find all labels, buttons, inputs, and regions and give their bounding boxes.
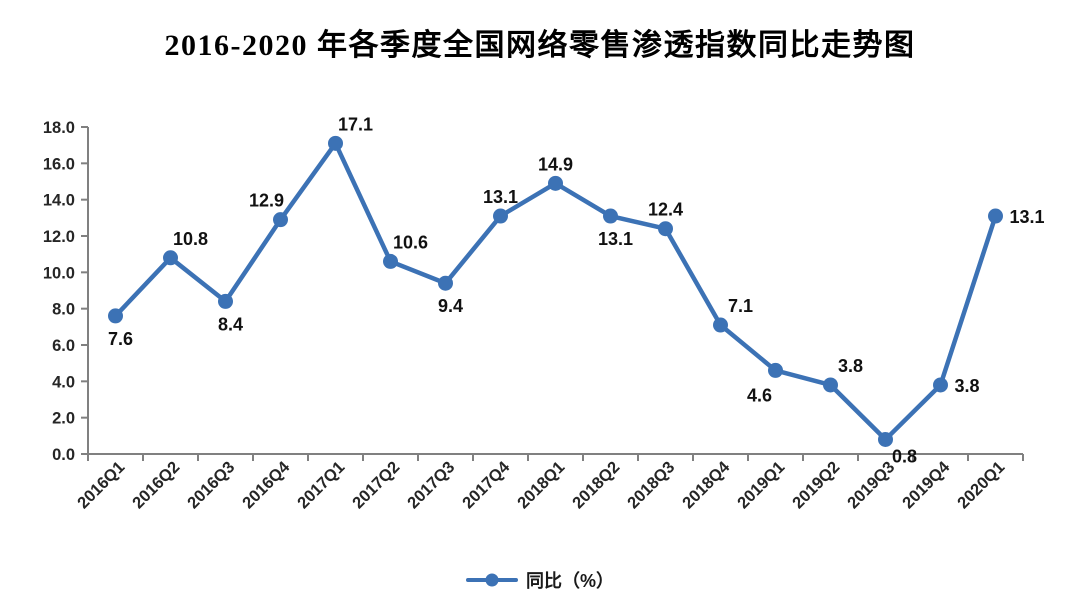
data-label: 17.1 — [338, 114, 373, 134]
data-point — [163, 250, 178, 266]
x-tick-label: 2019Q2 — [789, 458, 843, 512]
x-tick-label: 2018Q2 — [569, 458, 623, 512]
data-label: 13.1 — [483, 187, 518, 207]
x-tick-label: 2016Q3 — [184, 458, 238, 512]
x-tick-label: 2019Q1 — [734, 458, 788, 512]
x-tick-label: 2017Q3 — [404, 458, 458, 512]
legend: 同比（%） — [0, 567, 1080, 593]
y-tick-label: 12.0 — [43, 228, 75, 246]
data-label: 14.9 — [538, 154, 573, 174]
y-tick-label: 14.0 — [43, 192, 75, 210]
data-point — [548, 175, 563, 191]
data-point — [493, 208, 508, 224]
x-tick-label: 2018Q3 — [624, 458, 678, 512]
data-point — [218, 293, 233, 309]
y-tick-label: 4.0 — [52, 373, 75, 391]
data-label: 3.8 — [955, 376, 980, 396]
y-tick-label: 18.0 — [43, 119, 75, 137]
data-label: 7.1 — [728, 296, 753, 316]
data-label: 10.6 — [393, 232, 428, 252]
data-label: 7.6 — [108, 329, 133, 349]
y-tick-label: 6.0 — [52, 337, 75, 355]
data-label: 4.6 — [747, 385, 772, 405]
data-point — [273, 212, 288, 228]
data-label: 8.4 — [218, 314, 243, 334]
data-label: 13.1 — [1010, 207, 1045, 227]
data-point — [603, 208, 618, 224]
x-tick-label: 2019Q3 — [844, 458, 898, 512]
data-label: 9.4 — [438, 296, 463, 316]
data-point — [438, 275, 453, 291]
chart-title: 2016-2020 年各季度全国网络零售渗透指数同比走势图 — [164, 29, 916, 62]
y-tick-label: 2.0 — [52, 410, 75, 428]
legend-line-marker-icon — [465, 573, 518, 587]
x-tick-label: 2017Q2 — [349, 458, 403, 512]
data-point — [108, 308, 123, 324]
data-label: 10.8 — [173, 229, 208, 249]
x-tick-label: 2016Q2 — [129, 458, 183, 512]
data-point — [383, 253, 398, 269]
legend-label: 同比（%） — [525, 571, 614, 591]
data-point — [658, 221, 673, 237]
x-tick-label: 2017Q1 — [294, 458, 348, 512]
data-point — [933, 377, 948, 393]
data-label: 12.9 — [249, 191, 284, 211]
data-point — [988, 208, 1003, 224]
data-label: 0.8 — [892, 446, 917, 466]
x-tick-label: 2018Q1 — [514, 458, 568, 512]
data-label: 3.8 — [838, 356, 863, 376]
x-tick-label: 2016Q4 — [239, 458, 294, 513]
y-tick-label: 8.0 — [52, 301, 75, 319]
y-tick-label: 16.0 — [43, 155, 75, 173]
legend-dot-icon — [485, 573, 499, 587]
x-tick-label: 2018Q4 — [679, 458, 734, 513]
x-tick-label: 2017Q4 — [459, 458, 514, 513]
data-label: 13.1 — [598, 229, 633, 249]
data-point — [878, 431, 893, 447]
x-tick-label: 2016Q1 — [74, 458, 128, 512]
y-tick-label: 10.0 — [43, 264, 75, 282]
data-point — [713, 317, 728, 333]
x-tick-label: 2020Q1 — [954, 458, 1008, 512]
data-point — [823, 377, 838, 393]
y-tick-label: 0.0 — [52, 446, 75, 464]
data-label: 12.4 — [648, 200, 683, 220]
data-point — [768, 362, 783, 378]
data-point — [328, 135, 343, 151]
